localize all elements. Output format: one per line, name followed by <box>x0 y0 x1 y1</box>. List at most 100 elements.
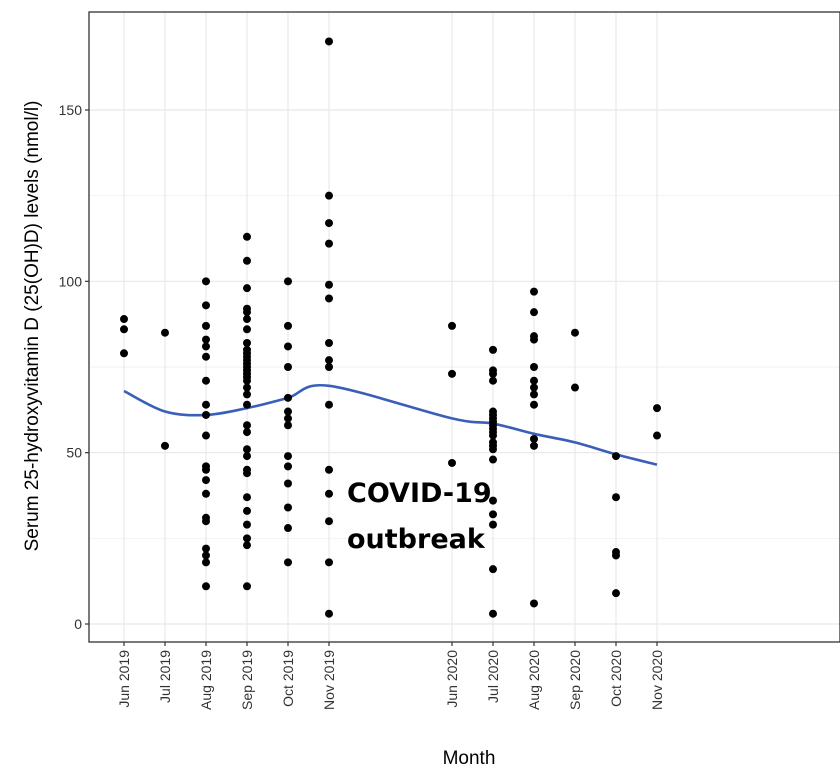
data-point <box>530 599 538 608</box>
data-point <box>202 342 210 351</box>
data-point <box>325 294 333 303</box>
y-tick-label: 0 <box>74 616 82 632</box>
data-point <box>284 393 292 402</box>
data-point <box>489 609 497 618</box>
data-point <box>243 493 251 502</box>
data-point <box>243 383 251 392</box>
data-point <box>243 582 251 591</box>
data-point <box>325 37 333 46</box>
data-point <box>653 431 661 440</box>
panel-border <box>88 11 840 643</box>
data-point <box>284 524 292 533</box>
data-point <box>202 431 210 440</box>
data-point <box>653 404 661 413</box>
data-point <box>202 301 210 310</box>
data-point <box>202 476 210 485</box>
data-point <box>202 558 210 567</box>
data-point <box>325 517 333 526</box>
data-point <box>489 496 497 505</box>
data-point <box>530 287 538 296</box>
data-point <box>161 328 169 337</box>
x-tick-label: Aug 2020 <box>526 650 542 710</box>
data-point <box>243 376 251 385</box>
data-point <box>243 445 251 454</box>
x-tick-label: Jun 2019 <box>116 650 132 708</box>
data-point <box>243 315 251 324</box>
y-axis: 0 50 100 150 <box>59 102 89 632</box>
data-point <box>284 452 292 461</box>
data-point <box>325 219 333 228</box>
data-point <box>243 541 251 550</box>
annotation-line-1: COVID-19 <box>347 478 492 509</box>
data-point <box>120 315 128 324</box>
x-axis: Jun 2019 Jul 2019 Aug 2019 Sep 2019 Oct 2019… <box>116 642 665 710</box>
data-point <box>530 390 538 399</box>
data-point <box>489 565 497 574</box>
data-point <box>243 339 251 348</box>
data-point <box>284 414 292 423</box>
y-tick-label: 50 <box>66 445 82 461</box>
x-tick-label: Oct 2019 <box>280 650 296 707</box>
data-point <box>202 352 210 361</box>
data-point <box>243 520 251 529</box>
data-point <box>325 489 333 498</box>
data-point <box>202 517 210 526</box>
x-tick-label: Sep 2019 <box>239 650 255 710</box>
data-point <box>243 534 251 543</box>
data-point <box>448 369 456 378</box>
data-point <box>284 421 292 430</box>
x-tick-label: Oct 2020 <box>608 650 624 707</box>
annotation-line-2: outbreak <box>347 524 486 555</box>
data-point <box>325 339 333 348</box>
data-point <box>202 321 210 330</box>
data-point <box>448 321 456 330</box>
data-point <box>202 489 210 498</box>
data-point <box>284 363 292 371</box>
data-point <box>243 308 251 317</box>
data-point <box>325 363 333 371</box>
data-point <box>202 400 210 409</box>
data-point <box>448 458 456 467</box>
data-point <box>571 383 579 392</box>
data-point <box>325 400 333 409</box>
x-tick-label: Nov 2020 <box>649 650 665 710</box>
data-point <box>202 551 210 560</box>
data-point <box>612 589 620 598</box>
data-point <box>489 455 497 464</box>
data-point <box>202 465 210 474</box>
data-point <box>120 325 128 334</box>
data-point <box>202 582 210 591</box>
data-point <box>243 256 251 265</box>
data-point <box>325 609 333 618</box>
x-tick-label: Sep 2020 <box>567 650 583 710</box>
data-point <box>284 479 292 488</box>
data-point <box>202 544 210 553</box>
data-point <box>325 558 333 567</box>
data-point <box>489 369 497 378</box>
x-tick-label: Jun 2020 <box>444 650 460 708</box>
y-tick-label: 150 <box>59 102 83 118</box>
x-tick-label: Jul 2020 <box>485 650 501 703</box>
data-point <box>325 239 333 248</box>
data-point <box>284 321 292 330</box>
data-point <box>243 400 251 409</box>
data-point <box>571 328 579 337</box>
data-point <box>284 342 292 351</box>
data-point <box>120 349 128 358</box>
x-tick-label: Aug 2019 <box>198 650 214 710</box>
data-point <box>161 441 169 450</box>
data-point <box>202 410 210 419</box>
x-tick-label: Nov 2019 <box>321 650 337 710</box>
data-point <box>530 308 538 317</box>
data-point <box>243 284 251 293</box>
x-axis-title: Month <box>443 748 496 769</box>
data-point <box>243 506 251 515</box>
data-point <box>325 356 333 365</box>
data-point <box>530 383 538 392</box>
data-point <box>530 441 538 450</box>
data-point <box>489 445 497 454</box>
data-point <box>489 431 497 440</box>
data-point <box>284 407 292 416</box>
data-point <box>612 493 620 502</box>
